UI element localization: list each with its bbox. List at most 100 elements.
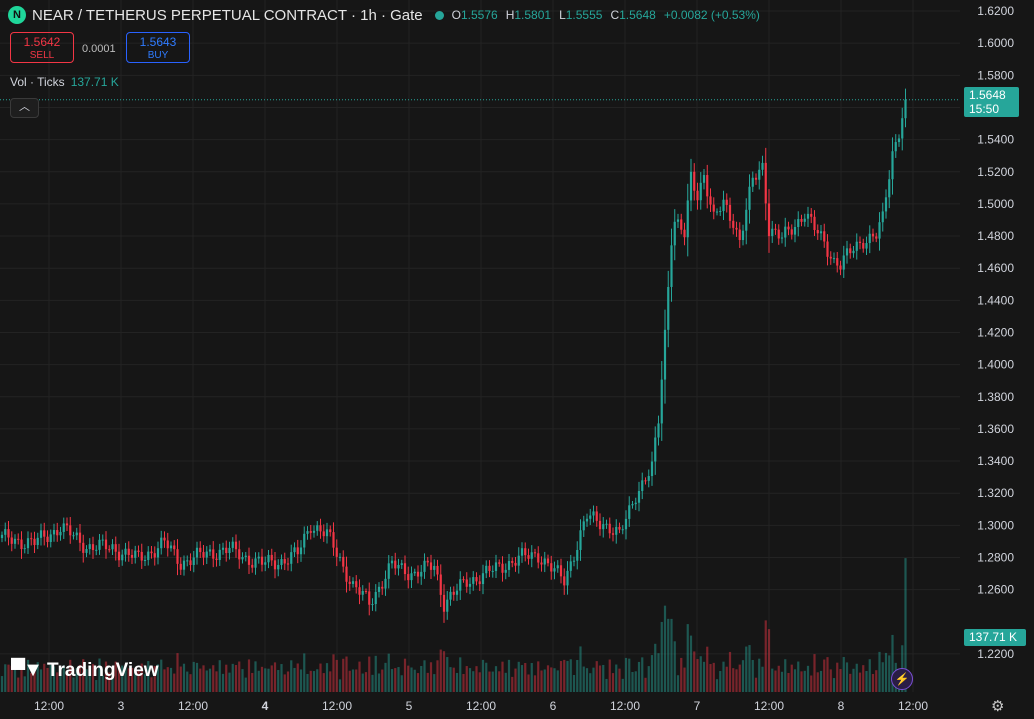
volume-bar [576, 659, 579, 692]
volume-bar [904, 558, 907, 692]
time-tick-label: 4 [262, 699, 269, 713]
candle-body [462, 579, 465, 581]
near-symbol-icon[interactable]: N [8, 6, 26, 24]
volume-bar [413, 669, 416, 692]
candle-body [264, 562, 267, 565]
candle-body [20, 539, 23, 550]
candle-body [728, 204, 732, 221]
candle-body [348, 581, 351, 584]
candle-body [153, 553, 156, 558]
volume-bar [501, 661, 504, 692]
candle-body [559, 565, 563, 577]
price-tick-label: 1.3800 [977, 390, 1014, 404]
candle-body [156, 548, 160, 558]
candle-body [845, 248, 849, 256]
volume-bar [670, 618, 673, 692]
volume-bar [845, 662, 849, 692]
candle-body [884, 197, 888, 212]
candle-body [192, 557, 195, 566]
candle-body [332, 532, 335, 548]
volume-bar [384, 662, 387, 692]
candle-body [706, 175, 709, 197]
volume-bar [751, 659, 754, 692]
candle-body [244, 555, 247, 558]
volume-bar [793, 669, 797, 692]
volume-bar [504, 672, 507, 692]
time-tick-label: 12:00 [322, 699, 352, 713]
volume-bar [153, 665, 156, 692]
candle-body [179, 563, 182, 570]
candle-body [452, 591, 455, 595]
candle-body [416, 571, 420, 577]
volume-bar [189, 674, 192, 692]
volume-bar [738, 664, 741, 692]
volume-bar [475, 666, 478, 692]
candle-body [806, 213, 810, 219]
candle-body [351, 581, 355, 584]
candle-body [670, 245, 673, 287]
volume-bar [442, 651, 446, 692]
candle-body [270, 554, 273, 561]
gear-icon[interactable]: ⚙ [991, 698, 1005, 715]
candle-body [735, 227, 738, 230]
high-value: 1.5801 [514, 8, 552, 22]
volume-bar [540, 670, 543, 692]
volume-bar [663, 605, 667, 692]
buy-button[interactable]: 1.5643 BUY [126, 32, 190, 63]
candle-body [228, 547, 231, 554]
volume-bar [160, 659, 163, 692]
volume-bar [748, 645, 751, 692]
volume-bar [127, 668, 130, 692]
candle-body [446, 599, 449, 612]
volume-bar [101, 675, 104, 692]
volume-bar [296, 663, 299, 692]
volume-bar [423, 660, 426, 692]
volume-bar [758, 658, 761, 692]
volume-bar [813, 654, 816, 692]
close-value: 1.5648 [619, 8, 656, 22]
lightning-icon[interactable]: ⚡ [891, 668, 913, 690]
candle-body [634, 502, 637, 505]
volume-bar [787, 672, 790, 692]
price-tick-label: 1.6200 [977, 4, 1014, 18]
time-tick-label: 5 [406, 699, 413, 713]
candle-body [524, 548, 527, 556]
sell-button[interactable]: 1.5642 SELL [10, 32, 74, 63]
candle-body [407, 574, 410, 581]
volume-bar [192, 661, 195, 692]
candle-body [127, 548, 130, 555]
candle-body [621, 529, 624, 531]
candle-body [433, 565, 436, 570]
volume-bar [33, 668, 36, 692]
volume-bar [169, 667, 173, 692]
volume-bar [537, 661, 540, 692]
price-tick-label: 1.2200 [977, 647, 1014, 661]
volume-bar [732, 668, 735, 692]
candle-body [59, 531, 62, 536]
candle-body [403, 563, 407, 575]
tradingview-logo[interactable]: ▀▼ TradingView [11, 659, 159, 682]
symbol-title[interactable]: NEAR / TETHERUS PERPETUAL CONTRACT · 1h … [32, 6, 423, 24]
candle-body [546, 558, 550, 564]
candle-body [537, 553, 540, 563]
candle-body [608, 523, 611, 534]
volume-bar [280, 664, 283, 692]
volume-bar [319, 663, 322, 692]
volume-bar [745, 646, 748, 692]
candle-body [767, 203, 771, 237]
candle-body [520, 548, 524, 556]
volume-bar [715, 679, 719, 692]
candle-body [738, 229, 741, 241]
volume-bar [17, 677, 20, 692]
candle-body [875, 236, 878, 239]
candle-body [680, 219, 683, 230]
volume-bar [862, 665, 865, 692]
chevron-up-icon[interactable]: ︿ [10, 98, 39, 118]
high-label: H [505, 8, 515, 22]
volume-legend[interactable]: Vol · Ticks 137.71 K [10, 75, 119, 89]
candle-body [423, 560, 426, 572]
volume-bar [322, 673, 325, 692]
candle-body [75, 532, 78, 536]
candle-body [790, 229, 793, 235]
